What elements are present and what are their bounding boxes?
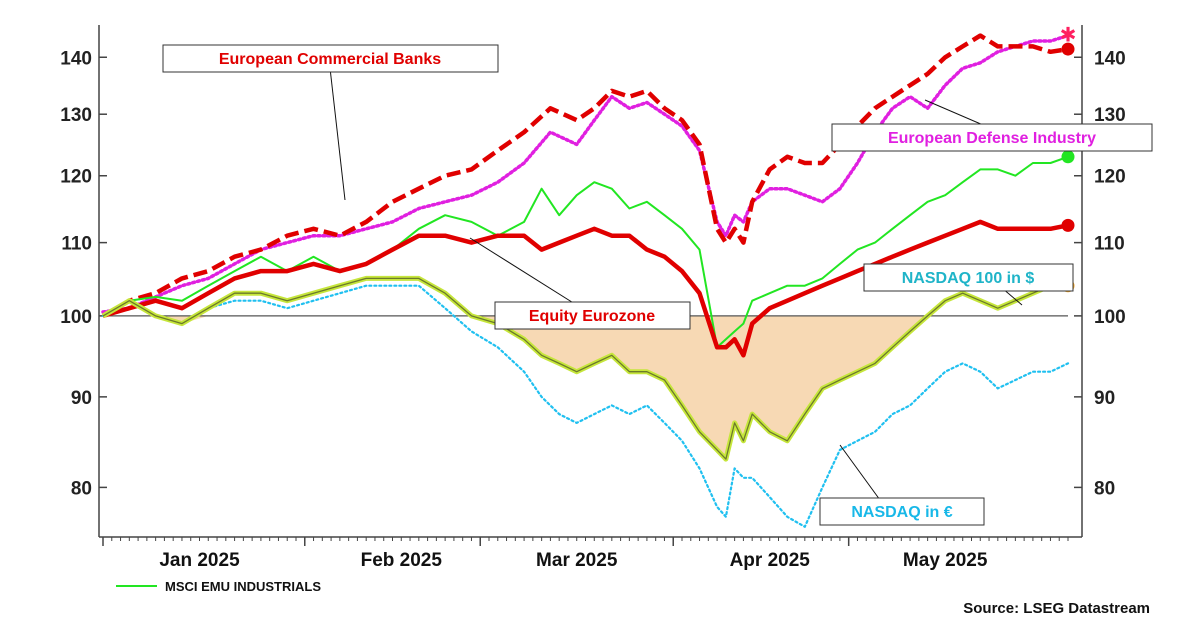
y-tick-label-right-120: 120 xyxy=(1094,167,1126,188)
series-european-commercial-banks xyxy=(101,33,1069,318)
performance-gap-fill xyxy=(103,315,1068,460)
label-box-equity xyxy=(494,301,691,330)
series-msci-emu-industrials xyxy=(102,155,1069,349)
annotations: European Commercial Banks European Defen… xyxy=(162,44,1153,526)
label-box-banks xyxy=(162,44,499,73)
series-nasdaq-in xyxy=(101,284,1070,528)
end-marker-equity-eurozone xyxy=(1061,218,1075,232)
end-markers: ✱ xyxy=(1060,23,1077,293)
y-tick-label-right-130: 130 xyxy=(1094,105,1126,126)
y-tick-label-left-100: 100 xyxy=(60,307,92,328)
label-banks: European Commercial Banks xyxy=(219,51,441,68)
series-equity-eurozone xyxy=(102,219,1069,358)
y-tick-label-left-90: 90 xyxy=(71,388,92,409)
leader-defense xyxy=(924,99,991,129)
x-month-label: Apr 2025 xyxy=(730,550,811,571)
y-tick-label-left-110: 110 xyxy=(61,234,92,255)
series-european-defense-industry xyxy=(101,33,1070,314)
x-month-label: Jan 2025 xyxy=(159,550,240,571)
label-nasdaq-usd: NASDAQ 100 in $ xyxy=(902,270,1035,287)
y-ticks-left: 80 90 100 110 120 130 140 xyxy=(60,48,107,499)
series-line xyxy=(101,33,1069,318)
series-line xyxy=(101,284,1070,528)
label-box-defense xyxy=(831,123,1153,152)
series-layer xyxy=(101,33,1070,528)
leader-equity xyxy=(469,237,576,305)
y-tick-label-right-80: 80 xyxy=(1094,478,1115,499)
series-line xyxy=(102,155,1069,349)
y-ticks-right: 80 90 100 110 120 130 140 xyxy=(1074,48,1126,499)
label-equity: Equity Eurozone xyxy=(529,308,655,325)
x-ticks xyxy=(102,537,1069,546)
y-tick-label-left-140: 140 xyxy=(60,48,92,69)
label-box-nasdaq-eur xyxy=(819,497,985,526)
leader-nasdaq-eur xyxy=(839,444,881,501)
series-nasdaq-100-in xyxy=(101,275,1068,462)
leader-banks xyxy=(329,67,346,201)
series-line xyxy=(102,277,1068,460)
source-note: Source: LSEG Datastream xyxy=(963,600,1150,617)
y-tick-label-left-130: 130 xyxy=(60,105,92,126)
label-box-nasdaq-usd xyxy=(863,263,1074,292)
x-month-label: May 2025 xyxy=(903,550,988,571)
y-tick-label-right-100: 100 xyxy=(1094,307,1126,328)
y-tick-label-left-120: 120 xyxy=(60,167,92,188)
x-month-label: Feb 2025 xyxy=(361,550,443,571)
end-marker-european-defense-industry: ✱ xyxy=(1060,23,1077,47)
y-tick-label-left-80: 80 xyxy=(71,478,92,499)
end-marker-european-commercial-banks xyxy=(1061,42,1075,56)
legend: MSCI EMU INDUSTRIALS xyxy=(116,579,321,594)
y-tick-label-right-110: 110 xyxy=(1094,234,1125,255)
y-tick-label-right-140: 140 xyxy=(1094,48,1126,69)
series-line xyxy=(102,219,1069,358)
end-marker-msci-emu-industrials xyxy=(1061,150,1075,164)
series-line xyxy=(101,33,1070,314)
y-tick-label-right-90: 90 xyxy=(1094,388,1115,409)
x-month-labels: Jan 2025 Feb 2025 Mar 2025 Apr 2025 May 2025 xyxy=(159,550,988,571)
legend-label-msci: MSCI EMU INDUSTRIALS xyxy=(165,579,321,594)
label-nasdaq-eur: NASDAQ in € xyxy=(851,504,952,521)
label-defense: European Defense Industry xyxy=(888,130,1096,147)
x-month-label: Mar 2025 xyxy=(536,550,618,571)
